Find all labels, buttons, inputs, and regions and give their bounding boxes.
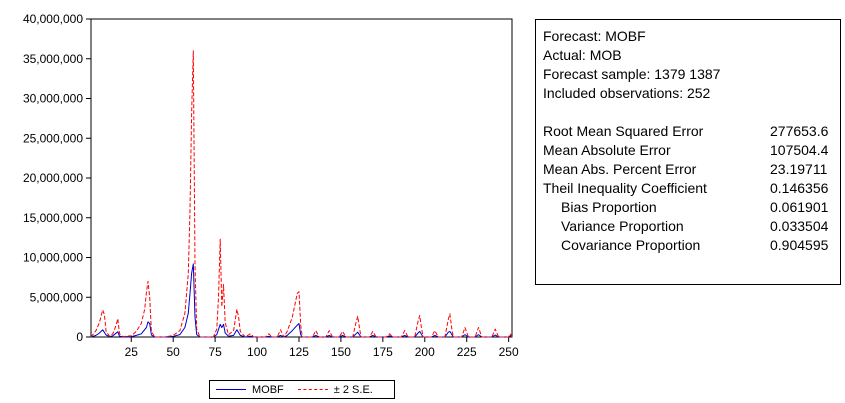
y-tick-label: 15,000,000 [23,211,83,225]
stat-value: 23.19711 [770,161,828,177]
se-legend-label: ± 2 S.E. [333,383,373,396]
y-tick-label: 35,000,000 [23,52,83,66]
mobf-legend-label: MOBF [252,383,284,396]
x-tick-label: 225 [457,345,477,359]
included-observations: Included observations: 252 [543,85,711,101]
stat-variance: Variance Proportion 0.033504 [543,217,840,236]
mobf-line [90,263,513,338]
stat-value: 107504.4 [770,142,829,158]
stat-value: 0.061901 [770,199,829,215]
stat-covariance: Covariance Proportion 0.904595 [543,236,840,255]
stat-label: Bias Proportion [561,199,657,215]
chart-legend: MOBF ± 2 S.E. [209,380,395,399]
x-tick-label: 200 [415,345,435,359]
stat-label: Root Mean Squared Error [543,123,704,139]
stat-value: 0.146356 [770,180,829,196]
stat-value: 0.904595 [770,237,829,253]
stat-label: Covariance Proportion [561,237,701,253]
stat-label: Mean Absolute Error [543,142,671,158]
y-tick-label: 5,000,000 [30,290,84,304]
stat-bias: Bias Proportion 0.061901 [543,198,840,217]
x-tick-label: 25 [125,345,139,359]
stat-theil: Theil Inequality Coefficient 0.146356 [543,179,840,198]
forecast-name: Forecast: MOBF [543,28,646,44]
x-tick-label: 175 [373,345,393,359]
y-tick-label: 0 [76,330,83,344]
se-legend-swatch [297,389,328,390]
y-tick-label: 20,000,000 [23,171,83,185]
stat-label: Variance Proportion [561,218,684,234]
stat-mape: Mean Abs. Percent Error 23.19711 [543,160,840,179]
actual-name: Actual: MOB [543,47,622,63]
x-tick-label: 50 [167,345,181,359]
y-tick-label: 30,000,000 [23,92,83,106]
forecast-sample: Forecast sample: 1379 1387 [543,66,721,82]
y-tick-label: 25,000,000 [23,131,83,145]
se-band-line [90,50,513,338]
forecast-statistics-panel: Forecast: MOBF Actual: MOB Forecast samp… [535,19,841,285]
plot-frame [90,18,513,338]
x-tick-label: 150 [331,345,351,359]
stat-value: 277653.6 [770,123,829,139]
y-tick-label: 40,000,000 [23,12,83,26]
chart-axes: 0 5,000,000 10,000,000 15,000,000 20,000,000… [23,12,519,359]
stat-label: Theil Inequality Coefficient [543,180,707,196]
stat-label: Mean Abs. Percent Error [543,161,697,177]
y-tick-label: 10,000,000 [23,251,83,265]
x-tick-label: 250 [499,345,519,359]
x-tick-label: 125 [289,345,309,359]
stat-value: 0.033504 [770,218,829,234]
x-tick-label: 75 [208,345,222,359]
stat-rmse: Root Mean Squared Error 277653.6 [543,122,840,141]
chart-series [90,50,513,338]
stat-mae: Mean Absolute Error 107504.4 [543,141,840,160]
mobf-legend-swatch [216,389,246,390]
x-tick-label: 100 [247,345,267,359]
